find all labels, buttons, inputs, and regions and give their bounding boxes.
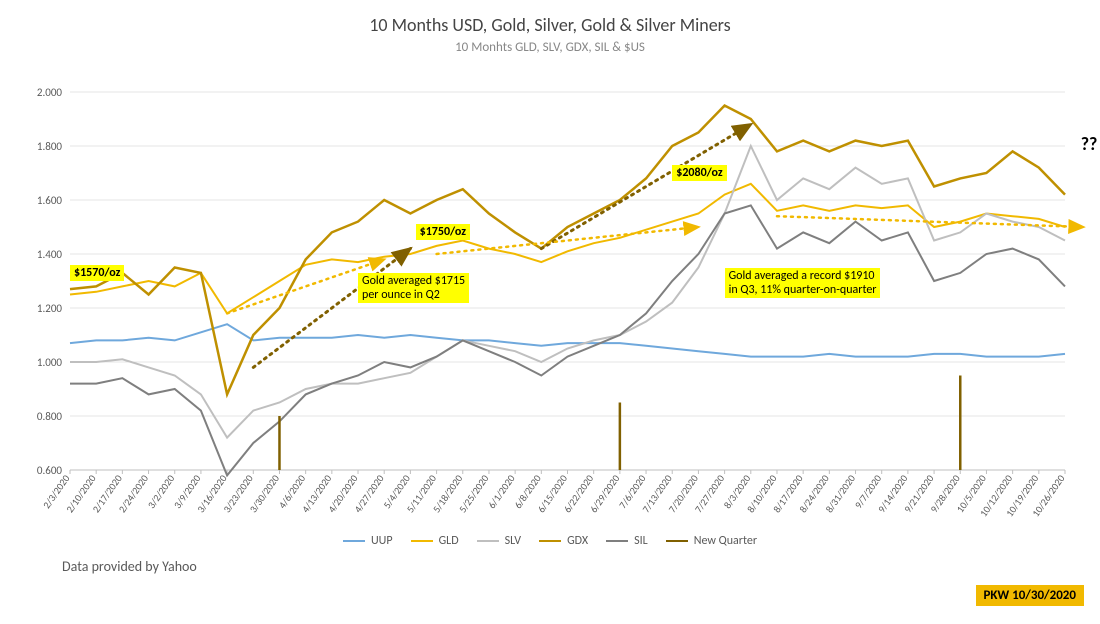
annotation-q2note: Gold averaged $1715 per ounce in Q2 [358,273,469,303]
legend-swatch [539,540,561,542]
annotation-p2080: $2080/oz [672,165,726,181]
annotation-q3note: Gold averaged a record $1910 in Q3, 11% … [725,268,881,298]
legend-swatch [606,540,628,542]
legend-item-gld: GLD [411,534,459,548]
legend-label: GDX [567,534,588,548]
svg-text:2.000: 2.000 [37,86,63,99]
svg-text:0.600: 0.600 [37,464,63,477]
legend-item-sil: SIL [606,534,648,548]
annotation-p1750: $1750/oz [416,224,470,240]
series-UUP [70,324,1065,356]
series-SIL [70,205,1065,475]
legend-item-uup: UUP [343,534,393,548]
legend-label: SLV [505,534,522,548]
trend-arrow [437,227,699,254]
series-GDX [70,106,1065,395]
chart-svg: 0.600 0.800 1.000 1.200 1.400 1.600 1.800 2.000… [0,0,1100,619]
legend-label: SIL [634,534,648,548]
legend-swatch [343,540,365,542]
legend-label: New Quarter [694,534,757,548]
legend-item-slv: SLV [477,534,522,548]
svg-text:0.800: 0.800 [37,410,63,423]
legend-swatch [411,540,433,542]
legend-swatch [477,540,499,542]
annotation-p1570: $1570/oz [70,265,124,281]
svg-text:1.800: 1.800 [37,140,63,153]
legend: UUP GLD SLV GDX SIL New Quarter [0,534,1100,548]
legend-label: UUP [371,534,393,548]
svg-text:1.400: 1.400 [37,248,63,261]
legend-swatch [666,540,688,542]
author-date-badge: PKW 10/30/2020 [976,585,1085,606]
legend-label: GLD [439,534,459,548]
svg-text:1.200: 1.200 [37,302,63,315]
data-source-note: Data provided by Yahoo [62,558,197,575]
legend-item-gdx: GDX [539,534,588,548]
svg-text:1.000: 1.000 [37,356,63,369]
annotation-qq: ?? [1081,133,1098,155]
chart-container: 0.600 0.800 1.000 1.200 1.400 1.600 1.800 2.000… [0,0,1100,619]
legend-item-new-quarter: New Quarter [666,534,757,548]
series-SLV [70,146,1065,438]
svg-text:1.600: 1.600 [37,194,63,207]
